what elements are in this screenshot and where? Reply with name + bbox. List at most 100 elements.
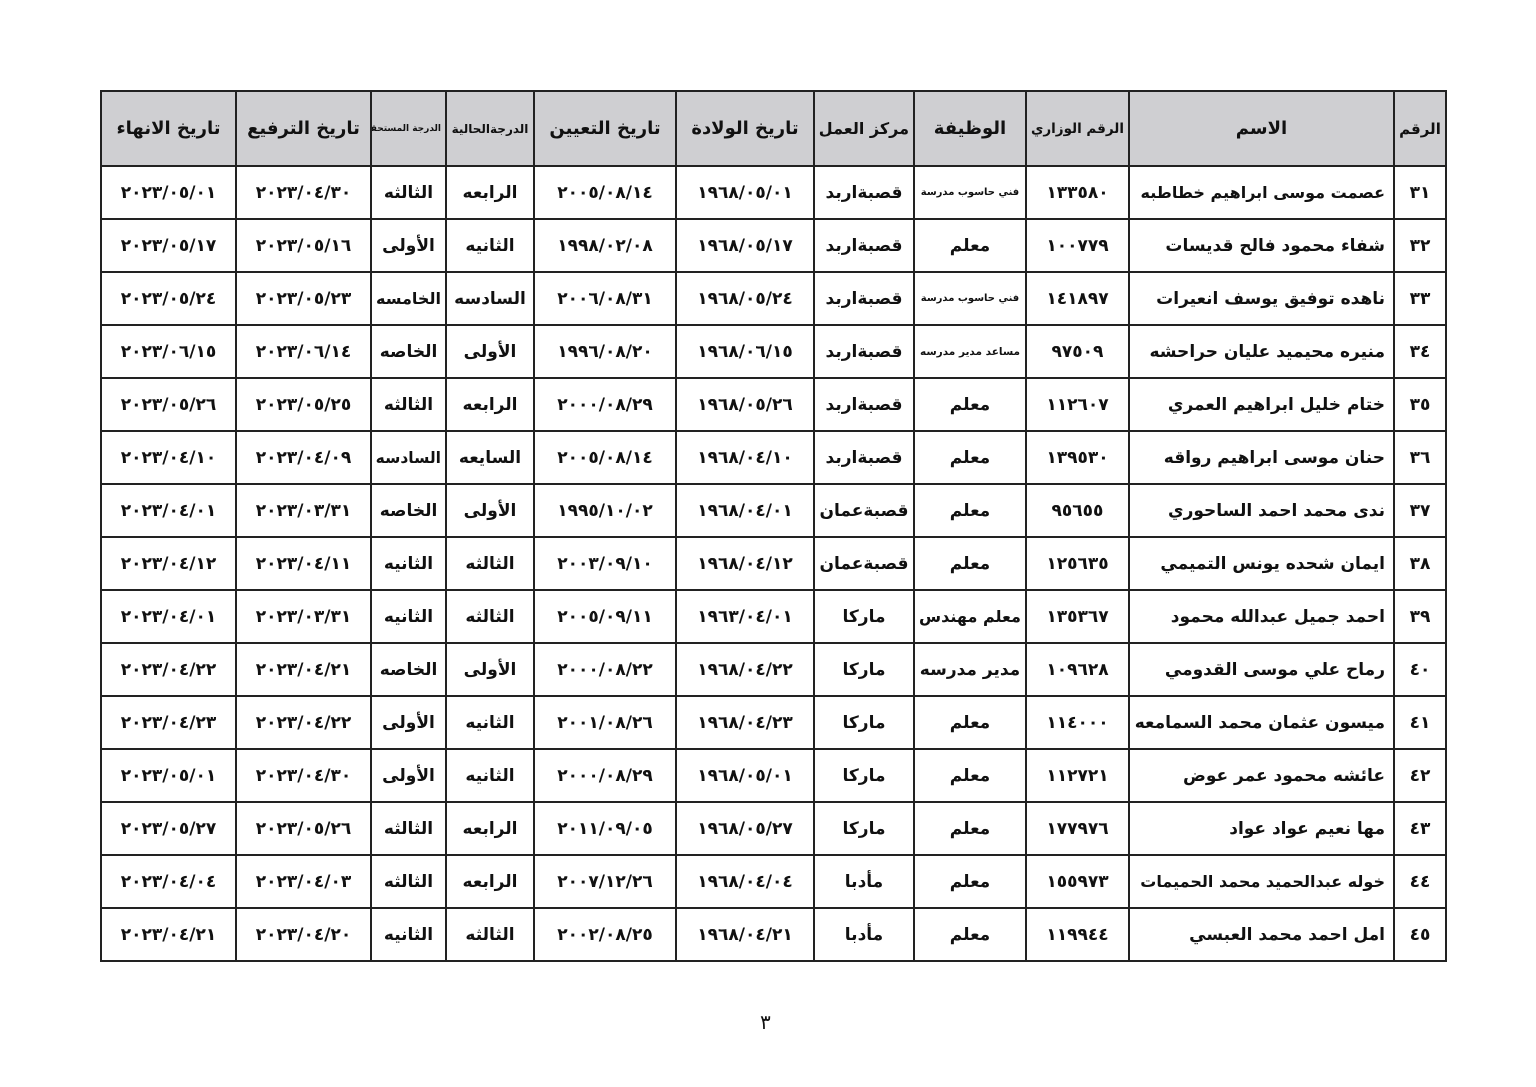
cell-text: الرابعه — [462, 182, 518, 203]
cell-text: قصبةعمان — [819, 553, 909, 574]
cell-text: ميسون عثمان محمد السمامعه — [1134, 712, 1385, 733]
table-cell: الرابعه — [445, 377, 535, 432]
cell-text: رماح علي موسى القدومي — [1164, 659, 1385, 680]
cell-text: ٢٠٢٣/٠٦/١٥ — [120, 341, 217, 362]
cell-text: ١٩٦٨/٠٤/١٠ — [697, 447, 793, 468]
table-cell: الثالثه — [445, 907, 535, 962]
table-cell: ١٩٦٨/٠٤/٢٢ — [675, 642, 815, 697]
cell-text: ٢٠٠٣/٠٩/١٠ — [557, 553, 653, 574]
cell-text: ١٣٣٥٨٠ — [1046, 182, 1109, 203]
table-cell: قصبةعمان — [813, 536, 915, 591]
cell-text: ٢٠٠٥/٠٩/١١ — [557, 606, 653, 627]
table-cell: الأولى — [445, 483, 535, 538]
cell-text: ٣٨ — [1409, 553, 1431, 574]
cell-text: الثالثه — [465, 553, 515, 574]
cell-text: احمد جميل عبدالله محمود — [1170, 606, 1385, 627]
table-cell: منيره محيميد عليان حراحشه — [1128, 324, 1395, 379]
cell-text: ٢٠٠٠/٠٨/٢٩ — [557, 765, 653, 786]
table-cell: قصبةاربد — [813, 218, 915, 273]
cell-text: ٢٠٢٣/٠٤/٢١ — [120, 924, 217, 945]
table-cell: ٣٣ — [1393, 271, 1447, 326]
cell-text: ٢٠٢٣/٠٥/٢٦ — [255, 818, 352, 839]
table-cell: معلم — [913, 483, 1027, 538]
column-header: الدرجةالحالية — [445, 90, 535, 167]
table-cell: معلم — [913, 218, 1027, 273]
cell-text: ندى محمد احمد الساحوري — [1168, 500, 1385, 521]
table-cell: قصبةعمان — [813, 483, 915, 538]
table-row: ٤٠ رماح علي موسى القدومي ١٠٩٦٢٨ مدير مدرسه م… — [100, 642, 1447, 697]
table-cell: ماركا — [813, 695, 915, 750]
cell-text: ٩٥٦٥٥ — [1051, 500, 1104, 521]
cell-text: ١٩٦٨/٠٤/٠٤ — [697, 871, 793, 892]
cell-text: ٩٧٥٠٩ — [1051, 341, 1104, 362]
table-cell: ١٩٦٨/٠٥/٠١ — [675, 748, 815, 803]
cell-text: الثانيه — [465, 765, 515, 786]
cell-text: معلم مهندس — [919, 607, 1021, 626]
cell-text: ١٩٦٨/٠٥/٢٧ — [697, 818, 793, 839]
cell-text: ٢٠٢٣/٠٥/١٦ — [255, 235, 352, 256]
cell-text: ١١٤٠٠٠ — [1046, 712, 1109, 733]
cell-text: ١٩٩٨/٠٢/٠٨ — [557, 235, 653, 256]
table-cell: الثالثه — [370, 801, 447, 856]
table-cell: السادسه — [445, 271, 535, 326]
table-cell: ٤٠ — [1393, 642, 1447, 697]
cell-text: ختام خليل ابراهيم العمري — [1167, 394, 1385, 415]
table-cell: الخاصه — [370, 483, 447, 538]
cell-text: الخاصه — [379, 659, 438, 680]
cell-text: الثالثه — [383, 394, 434, 415]
table-cell: ٣٢ — [1393, 218, 1447, 273]
table-cell: ٢٠٢٣/٠٤/٢٢ — [100, 642, 237, 697]
table-cell: الثانيه — [370, 907, 447, 962]
cell-text: ٢٠٠٦/٠٨/٣١ — [557, 288, 653, 309]
cell-text: الثانيه — [383, 606, 434, 627]
table-cell: رماح علي موسى القدومي — [1128, 642, 1395, 697]
cell-text: ٤٣ — [1409, 818, 1431, 839]
cell-text: ١٩٦٨/٠٤/١٢ — [697, 553, 793, 574]
table-cell: الأولى — [445, 642, 535, 697]
cell-text: ٤٥ — [1409, 924, 1431, 945]
table-cell: معلم — [913, 748, 1027, 803]
table-cell: ١٣٩٥٣٠ — [1025, 430, 1130, 485]
table-cell: ٣٩ — [1393, 589, 1447, 644]
column-header: مركز العمل — [813, 90, 915, 167]
table-cell: عائشه محمود عمر عوض — [1128, 748, 1395, 803]
cell-text: ١١٩٩٤٤ — [1046, 924, 1109, 945]
table-cell: ٢٠٢٣/٠٤/٢١ — [100, 907, 237, 962]
table-cell: عصمت موسى ابراهيم خطاطبه — [1128, 165, 1395, 220]
table-cell: الثانيه — [445, 748, 535, 803]
table-cell: ١٣٥٣٦٧ — [1025, 589, 1130, 644]
table-cell: ٢٠٠٧/١٢/٢٦ — [533, 854, 677, 909]
cell-text: معلم — [949, 871, 991, 892]
page-number: ٣ — [760, 1010, 771, 1034]
table-cell: ماركا — [813, 642, 915, 697]
cell-text: ٤٤ — [1409, 871, 1431, 892]
column-header: تاريخ الانهاء — [100, 90, 237, 167]
table-cell: مدير مدرسه — [913, 642, 1027, 697]
cell-text: الأولى — [382, 712, 435, 733]
table-cell: قصبةاربد — [813, 430, 915, 485]
table-cell: ٣٨ — [1393, 536, 1447, 591]
table-cell: السادسه — [370, 430, 447, 485]
cell-text: ٢٠٢٣/٠٥/٢٤ — [120, 288, 217, 309]
table-cell: معلم — [913, 377, 1027, 432]
cell-text: ٢٠٢٣/٠٣/٣١ — [255, 500, 352, 521]
table-cell: معلم — [913, 801, 1027, 856]
table-cell: احمد جميل عبدالله محمود — [1128, 589, 1395, 644]
table-cell: ٢٠٢٣/٠٤/١١ — [235, 536, 372, 591]
cell-text: قصبةاربد — [825, 288, 903, 309]
cell-text: مأدبا — [844, 924, 884, 945]
table-cell: ١١٩٩٤٤ — [1025, 907, 1130, 962]
table-cell: ١٩٦٨/٠٥/٠١ — [675, 165, 815, 220]
table-cell: ٢٠٢٣/٠٣/٣١ — [235, 589, 372, 644]
table-cell: ٤٥ — [1393, 907, 1447, 962]
cell-text: ماركا — [842, 712, 886, 733]
cell-text: معلم — [949, 553, 991, 574]
table-cell: معلم — [913, 854, 1027, 909]
cell-text: فني حاسوب مدرسة — [920, 293, 1020, 304]
table-cell: ٢٠٠٥/٠٨/١٤ — [533, 165, 677, 220]
cell-text: ٢٠٢٣/٠٤/١١ — [255, 553, 352, 574]
table-cell: ١٩٦٨/٠٤/٠٤ — [675, 854, 815, 909]
table-cell: مساعد مدير مدرسه — [913, 324, 1027, 379]
table-cell: ٣٦ — [1393, 430, 1447, 485]
